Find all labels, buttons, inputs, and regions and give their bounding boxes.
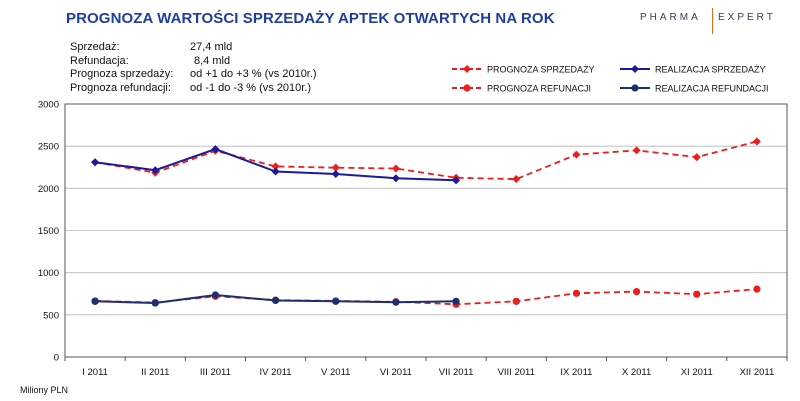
- x-tick-label: XII 2011: [740, 367, 775, 378]
- data-point-prognoza-sprzeda-y: [512, 175, 521, 184]
- data-point-realizacja-sprzeda-y: [271, 167, 280, 176]
- x-tick-label: VIII 2011: [498, 367, 535, 378]
- legend-label-prognoza-sprzeda-y: PROGNOZA SPRZEDAŻY: [487, 65, 595, 75]
- pharma-expert-logo: PHARMA EXPERT: [640, 8, 790, 34]
- y-tick-label: 2500: [38, 142, 59, 153]
- logo-divider: [712, 8, 713, 34]
- x-tick-label: II 2011: [141, 367, 169, 378]
- data-point-realizacja-refundacji: [91, 297, 99, 305]
- x-tick-label: IX 2011: [560, 367, 592, 378]
- x-tick-label: III 2011: [200, 367, 231, 378]
- data-point-realizacja-sprzeda-y: [91, 158, 100, 167]
- logo-text-right: EXPERT: [718, 12, 776, 23]
- summary-value: 27,4 mld: [190, 41, 233, 53]
- y-tick-label: 2000: [38, 184, 59, 195]
- summary-label: Prognoza refundacji:: [70, 81, 171, 94]
- data-point-realizacja-sprzeda-y: [151, 166, 160, 175]
- series-line-prognoza-sprzeda-y: [94, 140, 758, 181]
- x-tick-label: VI 2011: [380, 367, 412, 378]
- data-point-prognoza-refunacji: [572, 289, 581, 297]
- legend-label-realizacja-sprzeda-y: REALIZACJA SPRZEDAŻY: [655, 65, 766, 75]
- x-tick-label: X 2011: [622, 367, 651, 378]
- data-point-realizacja-refundacji: [211, 291, 220, 299]
- x-tick-label: I 2011: [82, 367, 108, 378]
- unit-label: Miliony PLN: [20, 385, 69, 395]
- data-point-realizacja-refundacji: [392, 298, 400, 306]
- data-point-realizacja-sprzeda-y: [331, 169, 340, 178]
- logo-text-left: PHARMA: [640, 12, 701, 23]
- x-tick-label: V 2011: [321, 367, 350, 378]
- legend-swatch-marker: [463, 84, 471, 92]
- data-point-prognoza-refunacji: [693, 290, 701, 298]
- legend-swatch-marker: [631, 84, 639, 92]
- summary-value: 8,4 mld: [194, 54, 231, 67]
- data-point-prognoza-sprzeda-y: [331, 163, 340, 172]
- summary-value: od +1 do +3 % (vs 2010r.): [190, 68, 317, 80]
- y-tick-label: 1000: [38, 268, 59, 279]
- data-point-realizacja-refundacji: [271, 296, 280, 305]
- data-point-prognoza-sprzeda-y: [572, 150, 581, 159]
- legend-label-realizacja-refundacji: REALIZACJA REFUNDACJI: [655, 84, 769, 94]
- data-point-realizacja-sprzeda-y: [452, 176, 461, 185]
- data-point-realizacja-refundacji: [332, 297, 340, 305]
- data-point-realizacja-sprzeda-y: [391, 174, 400, 183]
- x-tick-label: VII 2011: [439, 367, 474, 378]
- legend-swatch-marker: [631, 65, 639, 73]
- data-point-prognoza-sprzeda-y: [632, 146, 641, 155]
- data-point-prognoza-sprzeda-y: [692, 153, 701, 162]
- data-point-realizacja-refundacji: [452, 297, 460, 305]
- legend-label-prognoza-refunacji: PROGNOZA REFUNACJI: [487, 84, 591, 94]
- summary-label: Sprzedaż:: [70, 41, 120, 53]
- x-tick-label: IV 2011: [260, 367, 292, 378]
- chart-title: PROGNOZA WARTOŚCI SPRZEDAŻY APTEK OTWART…: [66, 10, 555, 27]
- data-point-prognoza-refunacji: [512, 297, 520, 305]
- y-tick-label: 3000: [38, 100, 59, 111]
- data-point-prognoza-refunacji: [632, 288, 641, 296]
- data-point-prognoza-sprzeda-y: [752, 137, 761, 146]
- data-point-realizacja-refundacji: [151, 299, 159, 307]
- summary-label: Prognoza sprzedaży:: [70, 68, 174, 80]
- y-tick-label: 500: [43, 310, 59, 321]
- data-point-realizacja-sprzeda-y: [211, 145, 220, 154]
- summary-value: od -1 do -3 % (vs 2010r.): [190, 81, 312, 94]
- legend-swatch-marker: [463, 65, 471, 73]
- x-tick-label: XI 2011: [681, 367, 713, 378]
- y-tick-label: 1500: [38, 226, 59, 237]
- data-point-prognoza-sprzeda-y: [391, 164, 400, 173]
- series-line-prognoza-refunacji: [95, 288, 757, 306]
- y-tick-label: 0: [54, 353, 59, 364]
- data-point-prognoza-sprzeda-y: [271, 162, 280, 171]
- data-point-prognoza-refunacji: [753, 285, 761, 293]
- summary-label: Refundacja:: [70, 54, 129, 67]
